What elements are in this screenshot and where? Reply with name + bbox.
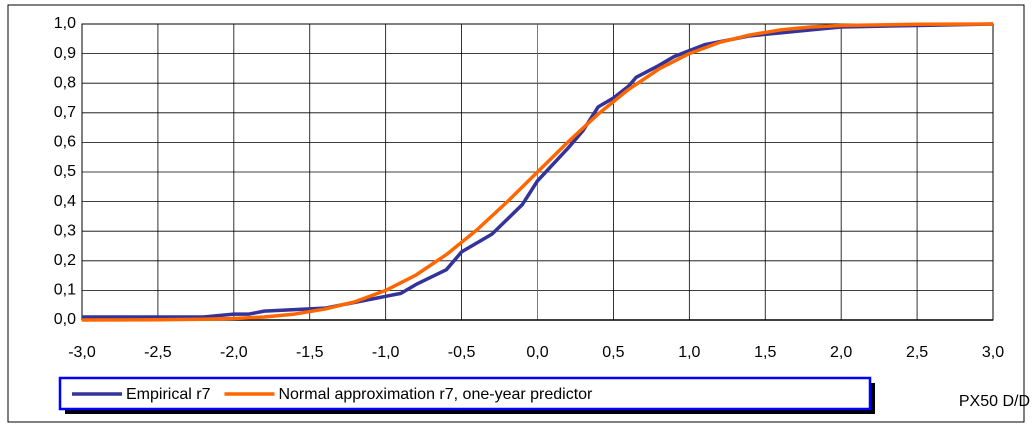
y-tick-label: 0,9 — [54, 45, 76, 62]
x-tick-label: -2,5 — [144, 344, 172, 361]
y-tick-label: 0,3 — [54, 222, 76, 239]
x-tick-label: -1,0 — [372, 344, 400, 361]
x-tick-label: -1,5 — [296, 344, 324, 361]
x-tick-label: 3,0 — [982, 344, 1004, 361]
y-tick-label: 0,6 — [54, 134, 76, 151]
y-tick-label: 0,8 — [54, 74, 76, 91]
x-tick-label: 1,0 — [678, 344, 700, 361]
legend-label: Normal approximation r7, one-year predic… — [278, 386, 593, 403]
x-tick-label: -0,5 — [448, 344, 476, 361]
y-tick-label: 0,7 — [54, 104, 76, 121]
x-axis-label: PX50 D/D — [959, 393, 1030, 410]
x-tick-label: 0,0 — [526, 344, 548, 361]
x-tick-label: 0,5 — [602, 344, 624, 361]
y-tick-label: 1,0 — [54, 15, 76, 32]
y-tick-label: 0,0 — [54, 311, 76, 328]
legend — [58, 376, 872, 411]
x-tick-label: 1,5 — [754, 344, 776, 361]
y-tick-label: 0,5 — [54, 163, 76, 180]
x-tick-label: 2,0 — [830, 344, 852, 361]
legend-label: Empirical r7 — [126, 386, 211, 403]
series-line — [81, 22, 994, 322]
y-tick-label: 0,2 — [54, 252, 76, 269]
x-tick-label: -3,0 — [68, 344, 96, 361]
y-tick-label: 0,1 — [54, 282, 76, 299]
x-tick-label: 2,5 — [906, 344, 928, 361]
x-tick-label: -2,0 — [220, 344, 248, 361]
y-tick-label: 0,4 — [54, 193, 76, 210]
